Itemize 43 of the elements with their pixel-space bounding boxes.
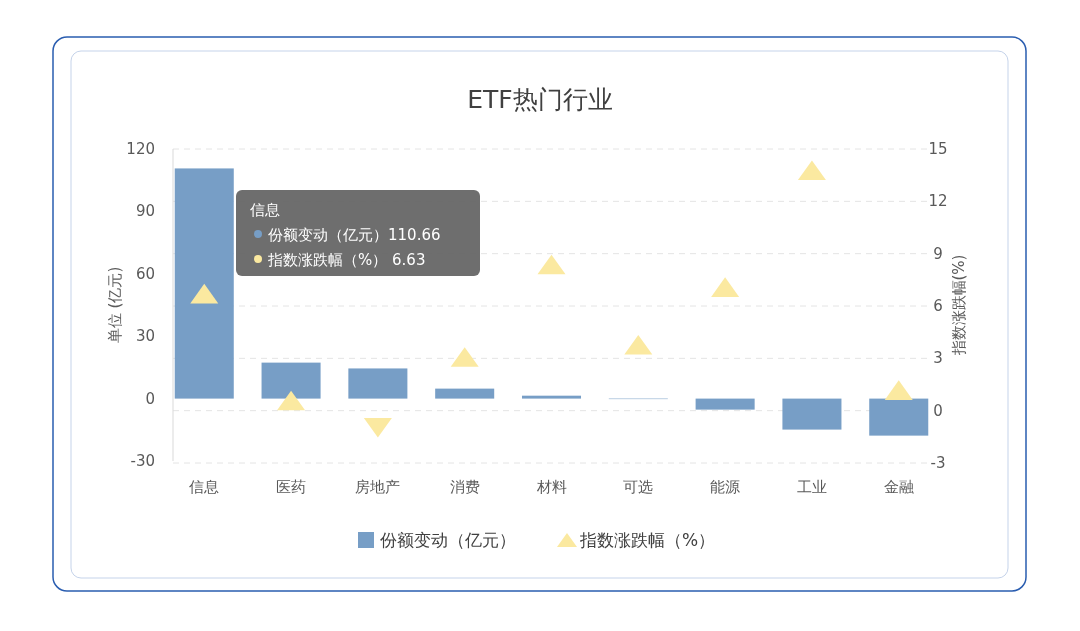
bar [174,168,234,399]
y-axis-title: 单位 (亿元) [106,266,124,344]
x-tick-label: 材料 [535,478,567,496]
y2-tick-label: 6 [933,297,943,315]
y2-tick-label: -3 [930,454,946,472]
point [537,254,566,275]
y2-tick-label: 15 [928,140,948,158]
point [277,390,306,411]
y-tick-label: 0 [145,389,155,408]
y2-axis-title: 指数涨跌幅(%) [950,254,968,357]
bar [869,398,929,436]
bar [782,398,842,430]
x-tick-label: 房地产 [355,478,401,496]
x-tick-label: 金融 [883,478,914,496]
y-tick-label: -30 [130,452,155,470]
legend-label: 指数涨跌幅（%） [579,530,716,550]
y2-tick-label: 12 [928,192,948,211]
x-tick-label: 信息 [189,478,220,496]
annotation: 信息 [250,201,280,219]
point [190,283,219,304]
x-tick-label: 工业 [796,478,827,496]
y2-tick-label: 0 [933,401,943,420]
annotation: 指数涨跌幅（%） 6.63 [267,251,426,269]
bar [521,395,582,399]
bar [348,368,408,399]
y-tick-label: 90 [135,202,155,221]
bar [261,362,321,399]
x-tick-label: 可选 [623,478,654,496]
y-tick-label: 30 [135,327,155,346]
x-tick-label: 能源 [710,478,741,496]
bar [695,398,755,410]
legend-label: 份额变动（亿元） [380,530,516,550]
point [624,334,653,355]
y2-tick-label: 3 [933,349,943,368]
y-tick-label: 60 [135,264,155,283]
point [797,160,826,181]
x-tick-label: 医药 [276,478,307,496]
x-tick-label: 消费 [449,478,480,496]
annotation: 份额变动（亿元）110.66 [268,226,441,244]
y-tick-label: 120 [126,140,155,158]
bar [435,388,495,399]
chart-title: ETF热门行业 [467,85,613,114]
y2-tick-label: 9 [933,244,943,263]
